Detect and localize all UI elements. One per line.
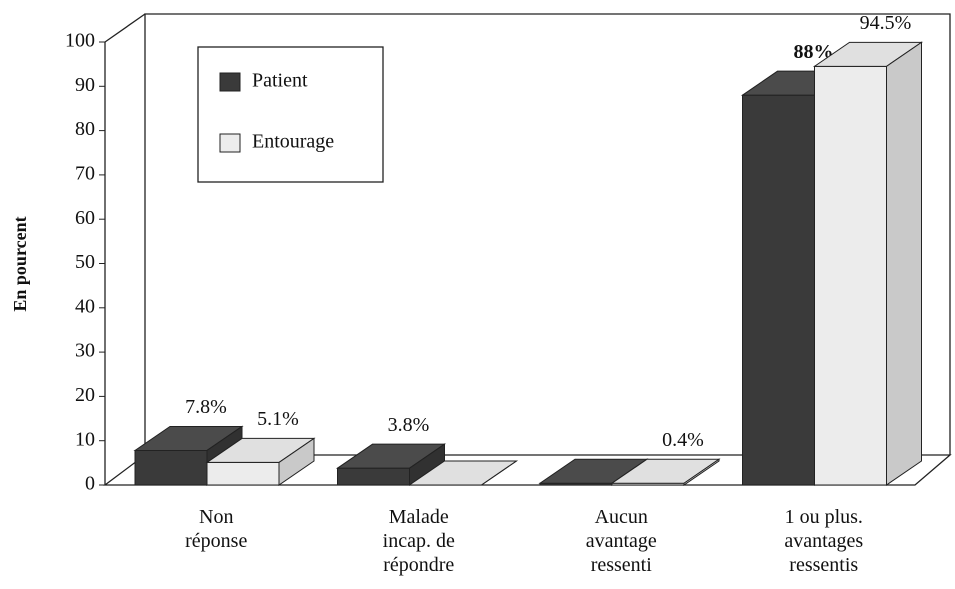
bar-front xyxy=(742,94,815,486)
axis-edge xyxy=(104,13,146,43)
y-axis-label: En pourcent xyxy=(10,216,30,311)
y-tick-label: 10 xyxy=(75,428,95,450)
back-wall xyxy=(144,13,951,455)
y-tick-label: 70 xyxy=(75,162,95,184)
x-tick-label: Aucun avantage ressenti xyxy=(586,506,657,576)
y-tick-label: 20 xyxy=(75,384,95,406)
bar-front xyxy=(134,449,208,486)
x-tick-label-line: Malade xyxy=(389,506,449,528)
y-tick-label: 100 xyxy=(65,30,95,52)
value-label: 0.4% xyxy=(662,429,704,451)
value-label: 94.5% xyxy=(860,12,912,34)
x-tick-label-line: avantage xyxy=(586,530,657,552)
x-tick-label-line: incap. de xyxy=(383,530,455,552)
y-tick-label: 40 xyxy=(75,295,95,317)
bar-front xyxy=(206,461,280,486)
x-tick-label-line: ressentis xyxy=(789,554,858,576)
x-tick-label: Malade incap. de répondre xyxy=(383,506,455,576)
x-tick-label-line: réponse xyxy=(185,530,247,552)
bar-side xyxy=(481,460,517,486)
x-tick-label: 1 ou plus. avantages ressentis xyxy=(784,506,863,576)
bar-side xyxy=(278,437,315,486)
value-label: 5.1% xyxy=(257,408,299,430)
x-tick-label: Non réponse xyxy=(185,506,247,552)
value-label: 7.8% xyxy=(185,396,227,418)
x-tick-label-line: avantages xyxy=(784,530,863,552)
x-tick-label-line: Non xyxy=(199,506,233,528)
y-tick-label: 80 xyxy=(75,118,95,140)
y-tick-label: 30 xyxy=(75,340,95,362)
x-tick-label-line: ressenti xyxy=(591,554,653,576)
legend-swatch xyxy=(219,133,241,153)
x-tick-label-line: répondre xyxy=(383,554,454,576)
legend-swatch xyxy=(219,72,241,92)
y-tick-label: 60 xyxy=(75,207,95,229)
value-label: 3.8% xyxy=(388,414,430,436)
y-tick-label: 50 xyxy=(75,251,95,273)
x-tick-label-line: 1 ou plus. xyxy=(785,506,863,528)
y-tick-label: 0 xyxy=(85,473,95,495)
legend xyxy=(197,46,384,183)
bar-side xyxy=(683,458,720,486)
legend-label: Entourage xyxy=(252,131,334,153)
legend-label: Patient xyxy=(252,70,308,92)
bar-side xyxy=(886,41,922,486)
x-tick-label-line: Aucun xyxy=(595,506,648,528)
value-label: 88% xyxy=(794,41,834,63)
bar-front xyxy=(814,65,887,486)
y-tick-label: 90 xyxy=(75,74,95,96)
bar-front xyxy=(337,467,410,486)
